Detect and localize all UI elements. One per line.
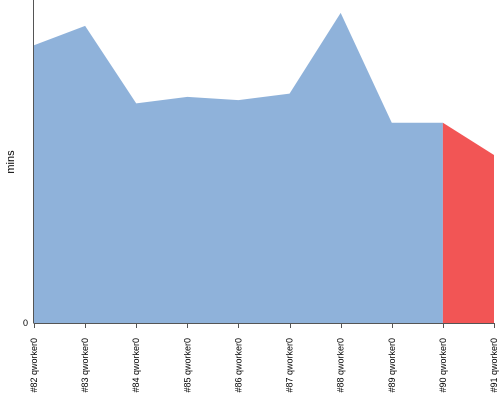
x-tick-label: #83 qworker0 [80,338,90,393]
x-tick-label: #90 qworker0 [438,338,448,393]
x-tick-label: #82 qworker0 [29,338,39,393]
x-ticks [34,323,495,328]
x-tick-label: #84 qworker0 [131,338,141,393]
y-tick-label-zero: 0 [23,318,28,328]
x-tick-label: #85 qworker0 [182,338,192,393]
x-tick-label: #88 qworker0 [336,338,346,393]
x-tick-label: #89 qworker0 [387,338,397,393]
x-tick-label: #91 qworker0 [489,338,499,393]
x-tick-labels: #82 qworker0 #83 qworker0 #84 qworker0 #85 … [29,338,499,393]
area-segment-success [34,12,443,323]
x-tick-label: #86 qworker0 [233,338,243,393]
area-segment-failure [442,122,494,324]
y-axis-label: mins [5,150,17,174]
area-series [34,12,494,324]
x-tick-label: #87 qworker0 [285,338,295,393]
